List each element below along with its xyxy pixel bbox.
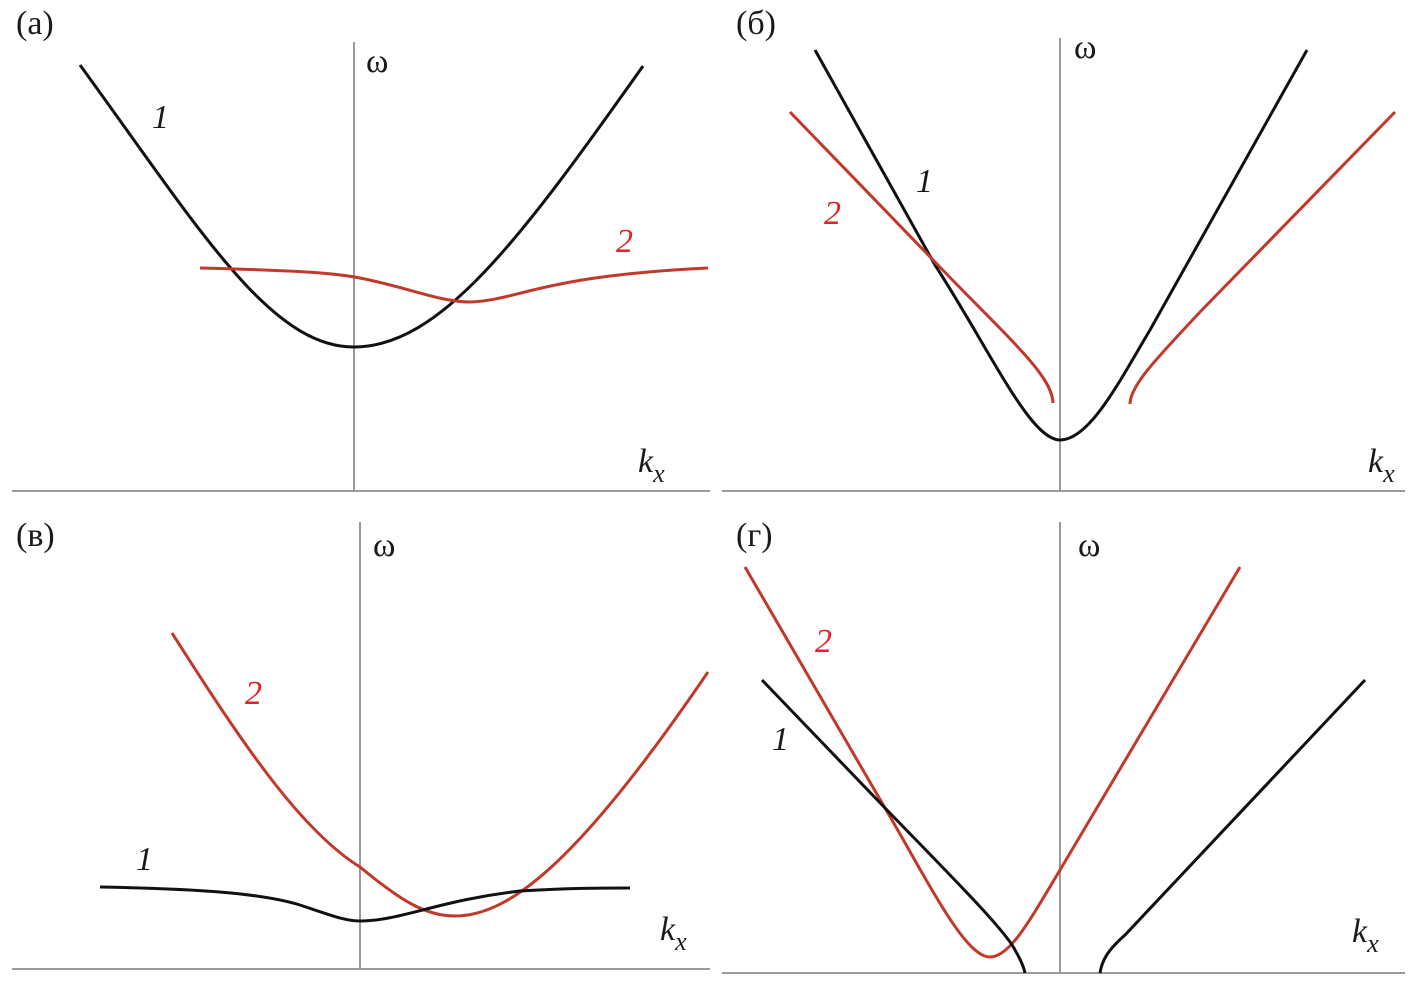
curve-1-label: 1 bbox=[772, 721, 789, 758]
curve-1 bbox=[813, 49, 1309, 442]
kx-label: kx bbox=[1352, 913, 1379, 958]
curve-2-label: 2 bbox=[245, 675, 262, 712]
curve-2-label: 2 bbox=[824, 195, 841, 232]
curve-2 bbox=[743, 566, 1242, 959]
curve-1-label: 1 bbox=[152, 99, 169, 136]
omega-label: ω bbox=[1074, 29, 1096, 66]
panel-a: (а) ω kx 1 2 bbox=[12, 5, 710, 492]
curve-2 bbox=[170, 632, 710, 918]
panel-label: (г) bbox=[736, 517, 773, 554]
curve-1 bbox=[99, 885, 631, 923]
curve-2-label: 2 bbox=[616, 223, 633, 260]
panel-c: (в) ω kx 1 2 bbox=[12, 517, 710, 970]
panel-label: (а) bbox=[16, 5, 54, 42]
panel-label: (в) bbox=[16, 517, 55, 554]
curve-2-label: 2 bbox=[815, 623, 832, 660]
panel-b: (б) ω kx 1 2 bbox=[722, 5, 1405, 492]
omega-label: ω bbox=[373, 527, 395, 564]
curve-1-right bbox=[1098, 678, 1367, 974]
panel-label: (б) bbox=[736, 5, 776, 42]
curve-1-left bbox=[760, 678, 1027, 974]
omega-label: ω bbox=[366, 43, 388, 80]
curve-2-left bbox=[788, 110, 1055, 404]
curve-1 bbox=[78, 64, 645, 349]
curve-1-label: 1 bbox=[136, 841, 153, 878]
kx-label: kx bbox=[660, 911, 687, 956]
curve-1-label: 1 bbox=[916, 163, 933, 200]
omega-label: ω bbox=[1078, 527, 1100, 564]
kx-label: kx bbox=[638, 443, 665, 488]
panel-d: (г) ω kx 1 2 bbox=[722, 517, 1405, 974]
curve-2 bbox=[199, 266, 709, 304]
kx-label: kx bbox=[1368, 443, 1395, 488]
curve-2-right bbox=[1128, 110, 1397, 405]
